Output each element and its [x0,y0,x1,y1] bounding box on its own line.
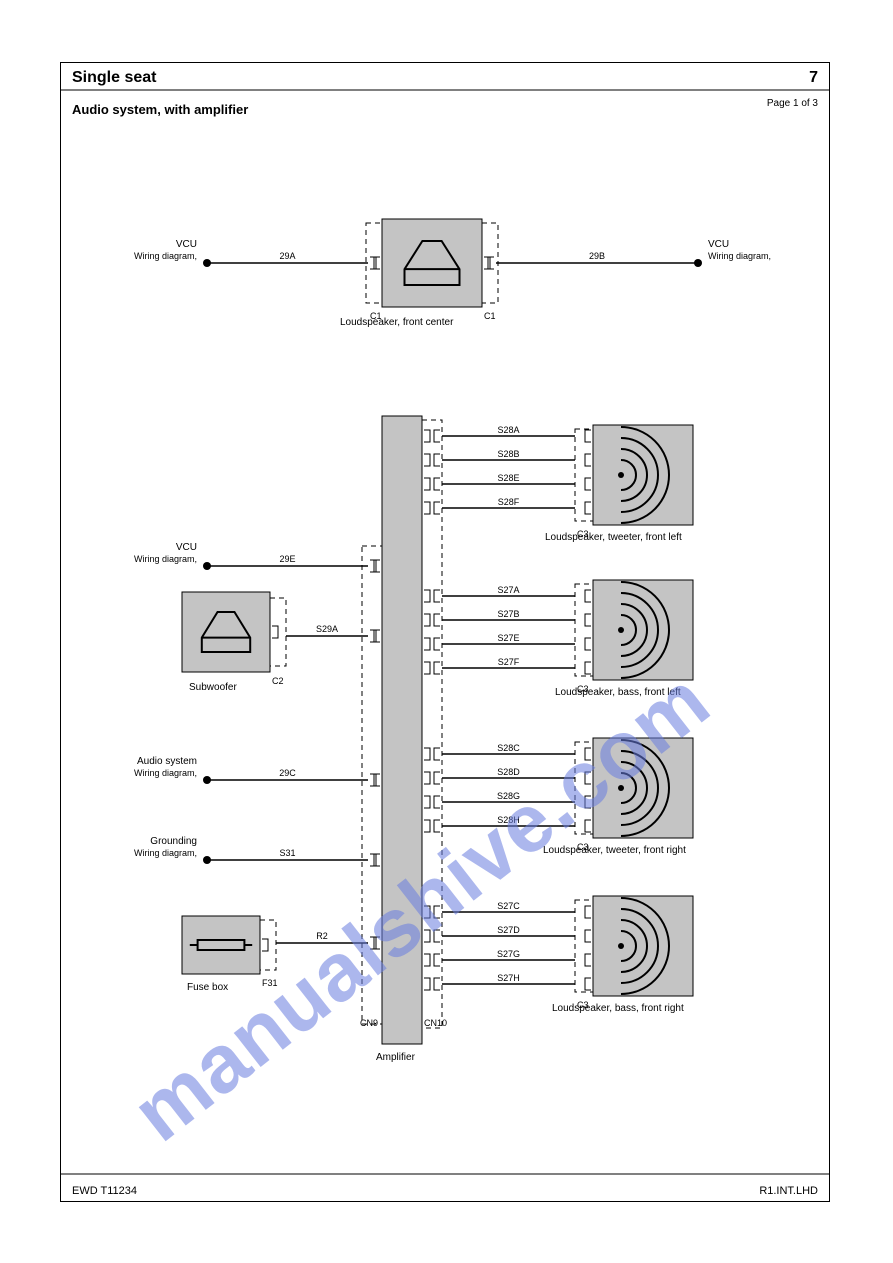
svg-text:Amplifier: Amplifier [376,1052,416,1063]
wiring-diagram-svg: Single seat 7 Page 1 of 3 Audio system, wit… [0,0,893,1263]
svg-text:S27H: S27H [497,973,520,983]
svg-text:C3: C3 [577,529,589,539]
svg-text:Loudspeaker, bass, front right: Loudspeaker, bass, front right [552,1003,684,1014]
svg-text:7: 7 [809,69,818,86]
svg-text:C3: C3 [577,842,589,852]
svg-text:Audio system, with amplifier: Audio system, with amplifier [72,102,248,117]
svg-text:Loudspeaker, front center: Loudspeaker, front center [340,317,454,328]
svg-text:VCU: VCU [176,542,197,553]
svg-text:Fuse box: Fuse box [187,982,228,993]
svg-text:S27E: S27E [497,633,519,643]
svg-text:Loudspeaker, bass, front left: Loudspeaker, bass, front left [555,687,681,698]
svg-text:C1: C1 [484,311,496,321]
svg-text:VCU: VCU [176,239,197,250]
svg-text:R1.INT.LHD: R1.INT.LHD [759,1185,818,1197]
svg-text:S27G: S27G [497,949,520,959]
svg-text:VCU: VCU [708,239,729,250]
svg-text:S28B: S28B [497,449,519,459]
svg-text:Single seat: Single seat [72,69,157,86]
svg-text:Page 1 of 3: Page 1 of 3 [767,98,819,109]
svg-text:EWD T11234: EWD T11234 [72,1185,137,1197]
svg-text:Wiring diagram,: Wiring diagram, [134,554,197,564]
svg-text:S28E: S28E [497,473,519,483]
svg-text:CN10: CN10 [424,1018,447,1028]
svg-text:R2: R2 [316,931,328,941]
svg-text:S28H: S28H [497,815,520,825]
svg-text:S31: S31 [279,848,295,858]
svg-text:C3: C3 [577,1000,589,1010]
svg-text:Audio system: Audio system [137,756,197,767]
svg-text:S28C: S28C [497,743,520,753]
svg-text:29C: 29C [279,768,296,778]
svg-text:S27F: S27F [498,657,520,667]
svg-text:29B: 29B [589,251,605,261]
svg-text:Wiring diagram,: Wiring diagram, [134,768,197,778]
svg-text:S27A: S27A [497,585,519,595]
svg-text:S27D: S27D [497,925,520,935]
svg-text:S28G: S28G [497,791,520,801]
svg-text:C3: C3 [577,684,589,694]
svg-text:C1: C1 [370,311,382,321]
svg-text:Wiring diagram,: Wiring diagram, [134,848,197,858]
svg-text:Wiring diagram,: Wiring diagram, [708,251,771,261]
svg-text:29E: 29E [279,554,295,564]
svg-text:Loudspeaker, tweeter, front le: Loudspeaker, tweeter, front left [545,532,682,543]
svg-text:S27B: S27B [497,609,519,619]
svg-text:S29A: S29A [316,624,338,634]
svg-text:Subwoofer: Subwoofer [189,682,237,693]
svg-text:S28A: S28A [497,425,519,435]
svg-text:CN9: CN9 [360,1018,378,1028]
svg-text:Loudspeaker, tweeter, front ri: Loudspeaker, tweeter, front right [543,845,686,856]
svg-text:Wiring diagram,: Wiring diagram, [134,251,197,261]
svg-text:C2: C2 [272,676,284,686]
svg-text:F31: F31 [262,978,278,988]
svg-text:Grounding: Grounding [150,836,197,847]
svg-text:29A: 29A [279,251,295,261]
svg-text:S27C: S27C [497,901,520,911]
svg-text:S28D: S28D [497,767,520,777]
svg-text:S28F: S28F [498,497,520,507]
